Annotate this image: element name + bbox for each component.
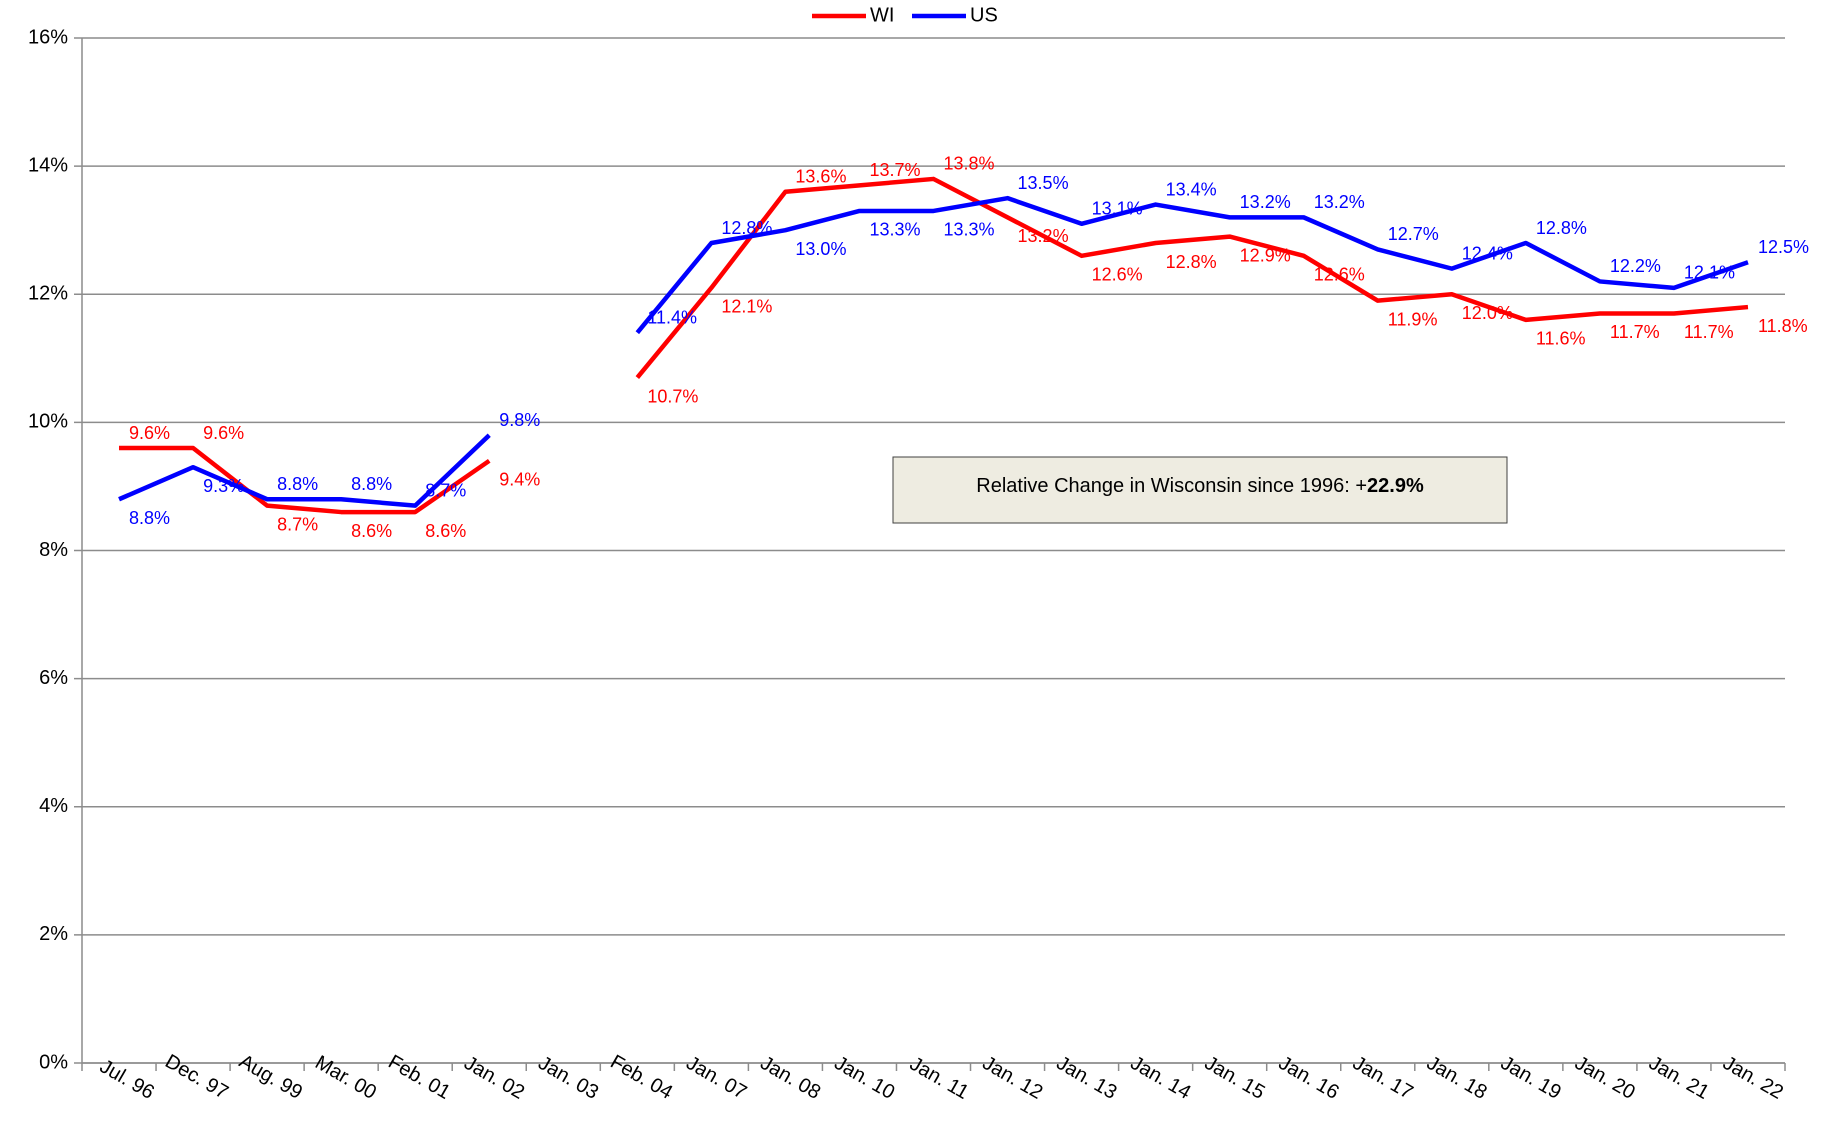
data-label: 8.7%: [277, 514, 318, 534]
x-tick-label: Jan. 11: [906, 1053, 973, 1104]
data-label: 13.5%: [1018, 173, 1069, 193]
data-label: 11.6%: [1536, 329, 1586, 349]
annotation-text: Relative Change in Wisconsin since 1996:…: [976, 475, 1367, 497]
data-label: 9.4%: [499, 470, 540, 490]
data-label: 12.1%: [721, 297, 772, 317]
data-label: 10.7%: [647, 386, 698, 406]
x-tick-label: Mar. 00: [311, 1051, 380, 1103]
series-line: [118, 195, 1749, 508]
x-tick-label: Jan. 13: [1053, 1052, 1121, 1104]
data-label: 13.1%: [1092, 199, 1143, 219]
data-label: 8.6%: [351, 521, 392, 541]
x-tick-label: Feb. 04: [606, 1051, 676, 1104]
x-tick-label: Jan. 17: [1349, 1052, 1417, 1104]
data-label: 11.7%: [1610, 322, 1660, 342]
data-label: 8.7%: [425, 480, 466, 500]
annotation-value: 22.9%: [1367, 475, 1424, 497]
y-tick-label: 16%: [28, 26, 68, 48]
data-label: 8.8%: [277, 474, 318, 494]
data-label: 8.6%: [425, 521, 466, 541]
data-label: 12.6%: [1092, 265, 1143, 285]
data-label: 9.3%: [203, 476, 244, 496]
x-tick-label: Jan. 20: [1571, 1052, 1639, 1104]
legend: WI US: [812, 4, 998, 26]
x-tick-label: Jan. 03: [534, 1052, 602, 1104]
data-label: 13.7%: [869, 160, 920, 180]
x-tick-label: Jan. 07: [682, 1052, 750, 1104]
data-label: 9.8%: [499, 410, 540, 430]
x-tick-label: Jan. 18: [1423, 1052, 1491, 1104]
y-tick-label: 2%: [39, 923, 68, 945]
data-label: 13.2%: [1240, 192, 1291, 212]
x-tick-label: Jan. 12: [979, 1052, 1047, 1104]
data-label: 11.4%: [647, 307, 697, 327]
data-label: 13.2%: [1314, 192, 1365, 212]
annotation-box: [892, 456, 1508, 524]
data-label: 12.5%: [1758, 237, 1809, 257]
data-label: 9.6%: [203, 423, 244, 443]
data-label: 13.0%: [795, 239, 846, 259]
data-label: 12.8%: [1536, 218, 1587, 238]
x-tick-label: Jan. 15: [1201, 1052, 1269, 1104]
data-label: 13.6%: [795, 167, 846, 187]
data-label: 12.2%: [1610, 256, 1661, 276]
data-label: 11.8%: [1758, 316, 1808, 336]
legend-label: US: [970, 4, 998, 26]
data-label: 12.6%: [1314, 265, 1365, 285]
y-tick-label: 6%: [39, 667, 68, 689]
data-label: 12.0%: [1462, 303, 1513, 323]
data-label: 11.9%: [1388, 309, 1438, 329]
x-tick-label: Jan. 21: [1645, 1052, 1713, 1104]
data-label: 13.8%: [944, 154, 995, 174]
y-tick-label: 4%: [39, 795, 68, 817]
x-tick-label: Feb. 01: [384, 1051, 454, 1104]
x-tick-label: Jan. 02: [460, 1052, 528, 1104]
y-tick-label: 14%: [28, 154, 68, 176]
y-tick-label: 10%: [28, 411, 68, 433]
y-tick-label: 0%: [39, 1051, 68, 1073]
x-tick-label: Jan. 10: [831, 1052, 899, 1104]
x-tick-label: Jan. 22: [1719, 1052, 1787, 1104]
legend-label: WI: [870, 4, 894, 26]
x-tick-label: Aug. 99: [235, 1050, 306, 1104]
data-label: 13.2%: [1018, 226, 1069, 246]
data-label: 12.9%: [1240, 245, 1291, 265]
data-label: 8.8%: [351, 474, 392, 494]
y-tick-label: 8%: [39, 539, 68, 561]
data-label: 9.6%: [129, 423, 170, 443]
data-label: 11.7%: [1684, 322, 1734, 342]
x-tick-label: Jan. 08: [756, 1052, 824, 1104]
x-tick-label: Jan. 14: [1127, 1052, 1195, 1104]
y-tick-label: 12%: [28, 283, 68, 305]
x-tick-label: Dec. 97: [161, 1050, 232, 1104]
data-label: 12.4%: [1462, 243, 1513, 263]
data-label: 12.7%: [1388, 224, 1439, 244]
data-label: 13.4%: [1166, 179, 1217, 199]
series-line: [119, 176, 1749, 515]
data-label: 12.1%: [1684, 263, 1735, 283]
data-label: 13.3%: [944, 220, 995, 240]
annotation: Relative Change in Wisconsin since 1996:…: [976, 475, 1424, 497]
data-label: 8.8%: [129, 508, 170, 528]
data-label: 12.8%: [721, 218, 772, 238]
data-label: 13.3%: [869, 220, 920, 240]
data-label: 12.8%: [1166, 252, 1217, 272]
x-tick-label: Jan. 16: [1275, 1052, 1343, 1104]
x-tick-label: Jan. 19: [1497, 1052, 1565, 1104]
